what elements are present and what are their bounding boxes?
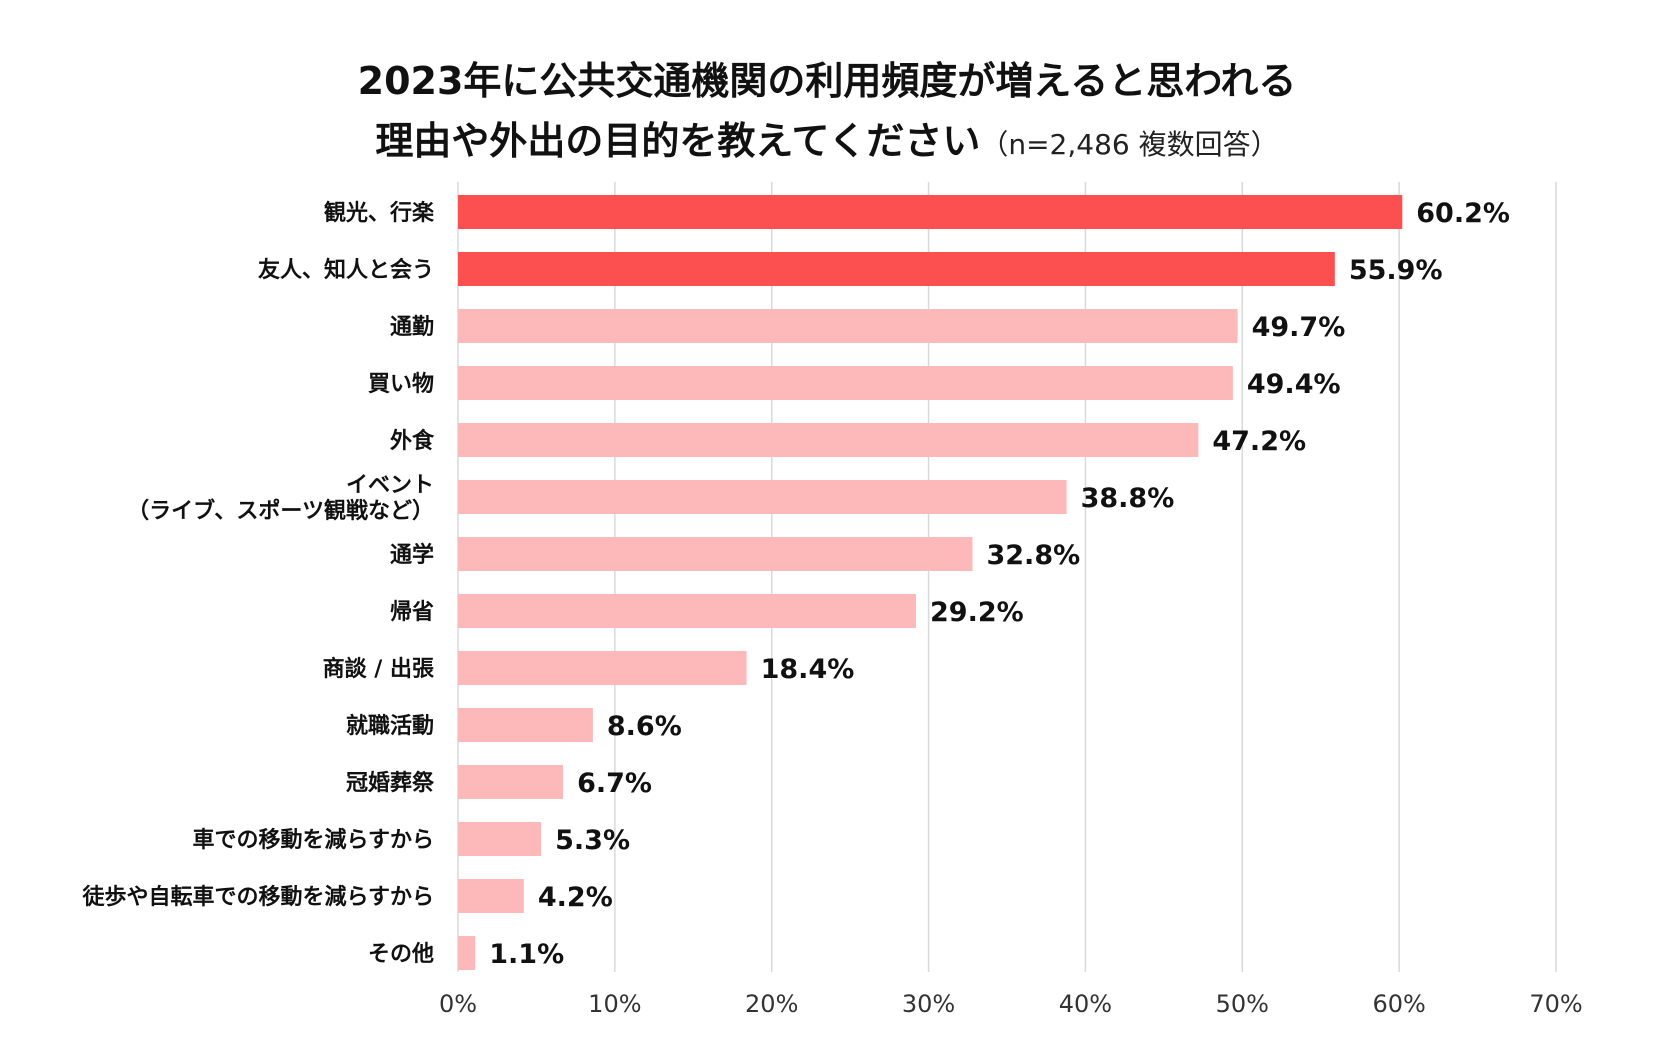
value-label-6: 32.8% bbox=[986, 540, 1080, 571]
category-label-0: 観光、行楽 bbox=[324, 200, 435, 226]
bar-2 bbox=[458, 309, 1238, 343]
bar-4 bbox=[458, 423, 1199, 457]
value-label-3: 49.4% bbox=[1247, 369, 1341, 400]
value-label-12: 4.2% bbox=[538, 882, 613, 913]
category-label-8: 商談 / 出張 bbox=[323, 656, 435, 682]
category-label-12: 徒歩や自転車での移動を減らすから bbox=[81, 884, 434, 910]
bar-3 bbox=[458, 366, 1233, 400]
bar-8 bbox=[458, 651, 747, 685]
category-label-10: 冠婚葬祭 bbox=[346, 770, 435, 796]
category-label-3: 買い物 bbox=[368, 371, 434, 397]
x-tick-label-10: 10% bbox=[588, 990, 641, 1018]
x-tick-label-0: 0% bbox=[439, 990, 477, 1018]
x-tick-label-70: 70% bbox=[1529, 990, 1582, 1018]
chart-title-line1: 2023年に公共交通機関の利用頻度が増えると思われる bbox=[357, 59, 1297, 103]
x-tick-label-20: 20% bbox=[745, 990, 798, 1018]
x-tick-label-60: 60% bbox=[1372, 990, 1425, 1018]
category-label-9: 就職活動 bbox=[346, 713, 434, 739]
bar-11 bbox=[458, 822, 542, 856]
category-label-7: 帰省 bbox=[390, 600, 434, 625]
bar-9 bbox=[458, 708, 593, 742]
chart-title-line2: 理由や外出の目的を教えてください（n=2,486 複数回答） bbox=[0, 110, 1654, 165]
bar-1 bbox=[458, 252, 1335, 286]
category-label-13: その他 bbox=[368, 942, 434, 967]
x-tick-label-50: 50% bbox=[1216, 990, 1269, 1018]
x-tick-label-30: 30% bbox=[902, 990, 955, 1018]
value-label-8: 18.4% bbox=[761, 654, 855, 685]
bar-12 bbox=[458, 879, 524, 913]
bar-10 bbox=[458, 765, 564, 799]
category-label-1: 友人、知人と会う bbox=[258, 257, 434, 283]
value-label-1: 55.9% bbox=[1349, 255, 1443, 286]
value-label-2: 49.7% bbox=[1252, 312, 1346, 343]
value-label-9: 8.6% bbox=[607, 711, 682, 742]
category-label-5: イベント（ライブ、スポーツ観戦など） bbox=[127, 473, 434, 524]
category-label-11: 車での移動を減らすから bbox=[192, 827, 434, 853]
category-label-4: 外食 bbox=[390, 428, 435, 454]
bar-6 bbox=[458, 537, 973, 571]
value-label-5: 38.8% bbox=[1081, 483, 1175, 514]
value-label-13: 1.1% bbox=[489, 939, 564, 970]
x-tick-label-40: 40% bbox=[1059, 990, 1112, 1018]
bar-0 bbox=[458, 195, 1403, 229]
value-label-7: 29.2% bbox=[930, 597, 1024, 628]
category-label-6: 通学 bbox=[390, 542, 434, 568]
bar-7 bbox=[458, 594, 917, 628]
value-label-11: 5.3% bbox=[555, 825, 630, 856]
value-label-10: 6.7% bbox=[577, 768, 652, 799]
value-label-4: 47.2% bbox=[1212, 426, 1306, 457]
chart-title-main: 理由や外出の目的を教えてください bbox=[375, 119, 981, 163]
value-label-0: 60.2% bbox=[1416, 198, 1510, 229]
category-label-2: 通勤 bbox=[390, 314, 434, 340]
chart-title-note: （n=2,486 複数回答） bbox=[980, 128, 1279, 161]
bar-13 bbox=[458, 936, 476, 970]
bar-5 bbox=[458, 480, 1067, 514]
